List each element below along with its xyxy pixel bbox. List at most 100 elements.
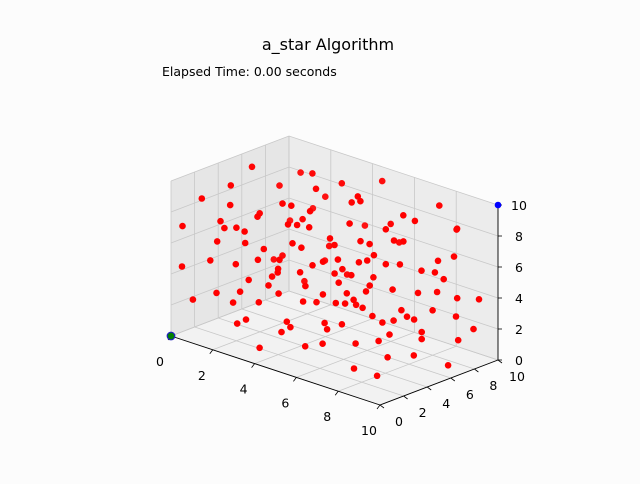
obstacle-point	[254, 256, 262, 264]
obstacle-point	[236, 288, 244, 296]
obstacle-point	[241, 228, 248, 235]
y-tick	[474, 368, 479, 373]
obstacle-point	[348, 199, 356, 206]
obstacle-point	[384, 354, 391, 361]
obstacle-point	[350, 365, 358, 372]
obstacle-point	[366, 240, 373, 248]
obstacle-point	[410, 352, 418, 359]
z-tick-label: 0	[515, 353, 523, 368]
obstacle-point	[287, 323, 294, 331]
goal-point	[494, 201, 502, 209]
obstacle-point	[350, 296, 357, 304]
obstacle-point	[452, 313, 460, 320]
obstacle-point	[274, 265, 282, 273]
obstacle-point	[301, 277, 308, 285]
x-tick	[293, 377, 297, 382]
obstacle-point	[321, 319, 328, 327]
axis-lines	[170, 205, 499, 406]
x-axis-line	[170, 335, 381, 406]
obstacle-point	[453, 225, 461, 232]
y-tick-label: 8	[489, 378, 497, 393]
obstacle-point	[390, 317, 397, 324]
grid-line-z	[170, 259, 499, 330]
y-tick	[450, 377, 456, 382]
obstacle-point	[411, 217, 419, 225]
obstacle-point	[470, 325, 477, 333]
back-pane	[289, 136, 498, 360]
obstacle-point	[387, 220, 395, 228]
x-tick-label: 4	[240, 382, 248, 397]
obstacle-point	[382, 260, 390, 268]
elapsed-time-label: Elapsed Time: 0.00 seconds	[162, 64, 337, 79]
obstacle-point	[227, 182, 235, 189]
obstacle-point	[400, 212, 407, 219]
z-tick-label: 4	[515, 291, 523, 306]
z-tick-label: 6	[515, 260, 523, 275]
obstacle-point	[346, 220, 353, 227]
obstacle-point	[268, 273, 276, 280]
obstacle-point	[301, 343, 309, 350]
obstacle-point	[245, 276, 252, 284]
obstacle-point	[207, 257, 214, 264]
obstacle-point	[450, 253, 458, 260]
obstacle-point	[475, 296, 483, 303]
obstacle-point	[403, 313, 411, 321]
obstacle-point	[369, 312, 376, 320]
z-tick-label: 8	[515, 229, 523, 244]
y-tick-label: 10	[509, 369, 525, 384]
obstacle-point	[434, 257, 442, 265]
obstacle-point	[357, 237, 364, 245]
obstacle-point	[299, 215, 306, 223]
obstacle-point	[335, 279, 343, 287]
obstacle-point	[352, 301, 360, 309]
obstacle-point	[396, 261, 404, 268]
obstacle-point	[440, 275, 448, 283]
obstacle-point	[453, 294, 461, 302]
grid-line-z	[170, 290, 499, 361]
obstacle-point	[418, 335, 426, 343]
obstacle-point	[248, 163, 256, 171]
obstacle-point	[309, 170, 316, 177]
x-tick	[376, 404, 381, 410]
obstacle-point	[312, 185, 320, 193]
obstacle-point	[322, 193, 329, 200]
obstacle-point	[233, 320, 241, 327]
obstacle-point	[326, 235, 334, 242]
obstacle-point	[278, 328, 285, 336]
obstacle-point	[334, 256, 342, 263]
y-tick	[403, 395, 408, 400]
obstacle-point	[229, 299, 237, 306]
y-tick-label: 2	[419, 405, 427, 420]
grid-line-z	[170, 197, 499, 268]
obstacle-point	[305, 224, 313, 231]
obstacle-point	[283, 318, 291, 326]
obstacle-point	[189, 296, 197, 303]
x-tick-label: 2	[198, 368, 206, 383]
obstacle-point	[375, 337, 382, 345]
obstacle-point	[325, 242, 333, 250]
obstacle-point	[390, 237, 398, 244]
obstacle-point	[260, 245, 268, 253]
x-tick	[251, 363, 255, 368]
obstacle-point	[386, 331, 393, 338]
obstacle-point	[254, 213, 261, 220]
obstacle-point	[378, 177, 386, 185]
obstacle-point	[359, 304, 366, 312]
obstacle-point	[454, 336, 462, 344]
x-tick-label: 0	[156, 354, 164, 369]
obstacle-point	[217, 217, 224, 225]
obstacle-point	[343, 290, 351, 297]
obstacle-point	[366, 282, 374, 289]
obstacle-point	[418, 267, 425, 275]
obstacle-point	[309, 262, 316, 269]
obstacle-point	[296, 269, 304, 276]
obstacle-point	[265, 282, 272, 289]
obstacle-point	[431, 269, 439, 276]
obstacle-point	[379, 319, 386, 326]
obstacle-point	[319, 258, 327, 266]
obstacle-point	[226, 201, 234, 209]
obstacle-point	[382, 226, 390, 233]
obstacle-point	[357, 197, 364, 205]
